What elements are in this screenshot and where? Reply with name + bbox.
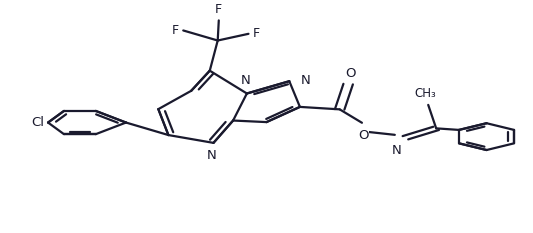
Text: F: F bbox=[172, 24, 179, 37]
Text: F: F bbox=[215, 3, 222, 16]
Text: Cl: Cl bbox=[31, 116, 44, 129]
Text: N: N bbox=[392, 144, 402, 157]
Text: N: N bbox=[301, 74, 311, 87]
Text: N: N bbox=[240, 74, 250, 87]
Text: N: N bbox=[207, 149, 217, 162]
Text: O: O bbox=[345, 67, 356, 80]
Text: CH₃: CH₃ bbox=[415, 87, 437, 100]
Text: F: F bbox=[253, 27, 260, 40]
Text: O: O bbox=[358, 129, 368, 142]
